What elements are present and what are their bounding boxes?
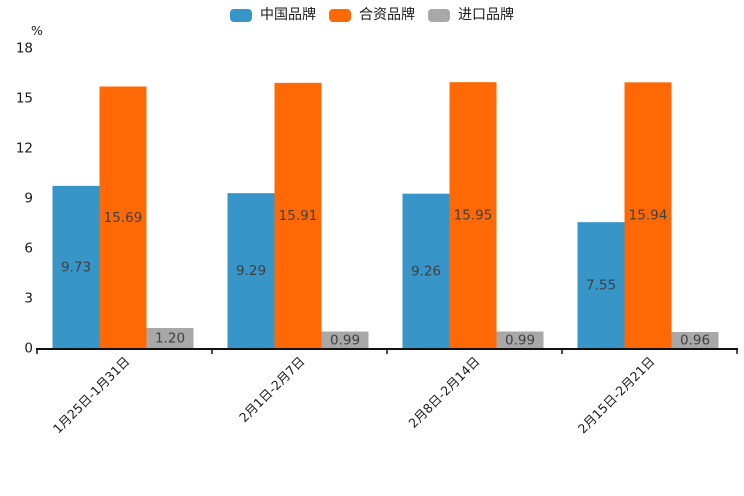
y-tick-label-12: 12 bbox=[16, 141, 33, 157]
bar-value-label-series0-group1: 9.29 bbox=[236, 263, 266, 279]
bar-series1-group1 bbox=[274, 82, 322, 348]
legend-item-import-brand[interactable]: 进口品牌 bbox=[428, 7, 514, 23]
chart-legend: 中国品牌 合资品牌 进口品牌 bbox=[0, 7, 744, 23]
bar-value-label-series0-group2: 9.26 bbox=[411, 263, 441, 279]
bar-series1-group0 bbox=[99, 86, 147, 348]
x-axis-label-group2: 2月8日-2月14日 bbox=[405, 354, 482, 431]
bar-series2-group0 bbox=[146, 328, 194, 348]
legend-label-joint-venture-brand: 合资品牌 bbox=[359, 7, 415, 23]
x-axis-label-group3: 2月15日-2月21日 bbox=[575, 354, 658, 437]
bar-series2-group2 bbox=[496, 331, 544, 348]
bar-series1-group3 bbox=[624, 82, 672, 348]
bar-series0-group3 bbox=[577, 222, 625, 348]
y-tick-label-18: 18 bbox=[16, 41, 33, 57]
bar-value-label-series1-group2: 15.95 bbox=[454, 208, 493, 224]
legend-item-china-brand[interactable]: 中国品牌 bbox=[230, 7, 316, 23]
legend-label-import-brand: 进口品牌 bbox=[458, 7, 514, 23]
bar-series0-group0 bbox=[52, 185, 100, 348]
bar-series0-group1 bbox=[227, 193, 275, 348]
y-axis-unit-label: % bbox=[31, 23, 43, 38]
legend-label-china-brand: 中国品牌 bbox=[260, 7, 316, 23]
legend-swatch-import-brand bbox=[428, 8, 450, 22]
bar-value-label-series2-group1: 0.99 bbox=[330, 332, 360, 348]
bar-series2-group3 bbox=[671, 332, 719, 348]
y-tick-label-9: 9 bbox=[24, 191, 33, 207]
legend-swatch-china-brand bbox=[230, 8, 252, 22]
bar-value-label-series2-group3: 0.96 bbox=[680, 333, 710, 349]
bar-value-label-series1-group1: 15.91 bbox=[279, 208, 318, 224]
y-tick-label-6: 6 bbox=[24, 241, 33, 257]
y-tick-label-3: 3 bbox=[24, 291, 33, 307]
legend-swatch-joint-venture-brand bbox=[329, 8, 351, 22]
x-axis-label-group1: 2月1日-2月7日 bbox=[236, 354, 308, 426]
bar-value-label-series2-group0: 1.20 bbox=[155, 331, 185, 347]
bar-series1-group2 bbox=[449, 82, 497, 349]
bar-value-label-series0-group3: 7.55 bbox=[586, 278, 616, 294]
x-axis-label-group0: 1月25日-1月31日 bbox=[50, 354, 133, 437]
y-tick-label-15: 15 bbox=[16, 91, 33, 107]
y-tick-label-0: 0 bbox=[24, 341, 33, 357]
bar-value-label-series2-group2: 0.99 bbox=[505, 332, 535, 348]
bar-value-label-series1-group3: 15.94 bbox=[629, 208, 668, 224]
bar-value-label-series0-group0: 9.73 bbox=[61, 259, 91, 275]
bar-series0-group2 bbox=[402, 193, 450, 348]
legend-item-joint-venture-brand[interactable]: 合资品牌 bbox=[329, 7, 415, 23]
bar-series2-group1 bbox=[321, 331, 369, 348]
bar-value-label-series1-group0: 15.69 bbox=[104, 210, 143, 226]
